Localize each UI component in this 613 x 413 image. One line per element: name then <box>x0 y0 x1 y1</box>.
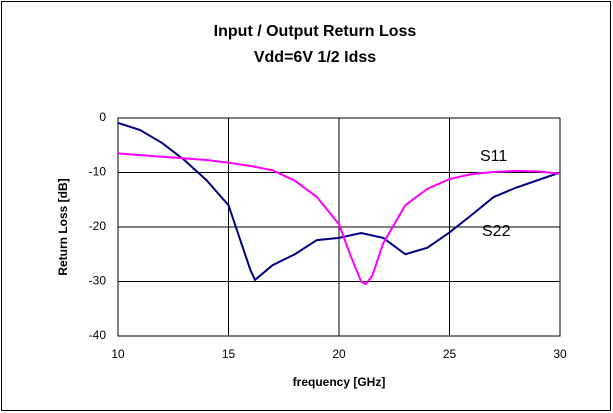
x-tick-label: 20 <box>332 347 346 361</box>
chart-title: Input / Output Return Loss <box>214 23 417 40</box>
chart-subtitle: Vdd=6V 1/2 Idss <box>254 49 376 66</box>
x-axis-label: frequency [GHz] <box>293 375 386 389</box>
y-axis-label: Return Loss [dB] <box>56 178 70 275</box>
y-tick-label: -20 <box>89 219 107 233</box>
x-tick-label: 15 <box>222 347 236 361</box>
y-tick-label: -30 <box>89 274 107 288</box>
line <box>117 121 561 282</box>
legend-label: S22 <box>482 223 511 240</box>
line <box>117 152 561 286</box>
y-tick-label: -40 <box>89 328 107 342</box>
x-tick-label: 25 <box>443 347 457 361</box>
y-tick-label: -10 <box>89 165 107 179</box>
legend-label: S11 <box>480 148 507 165</box>
x-tick-label: 30 <box>553 347 567 361</box>
y-tick-label: 0 <box>99 110 106 124</box>
x-tick-label: 10 <box>111 347 125 361</box>
